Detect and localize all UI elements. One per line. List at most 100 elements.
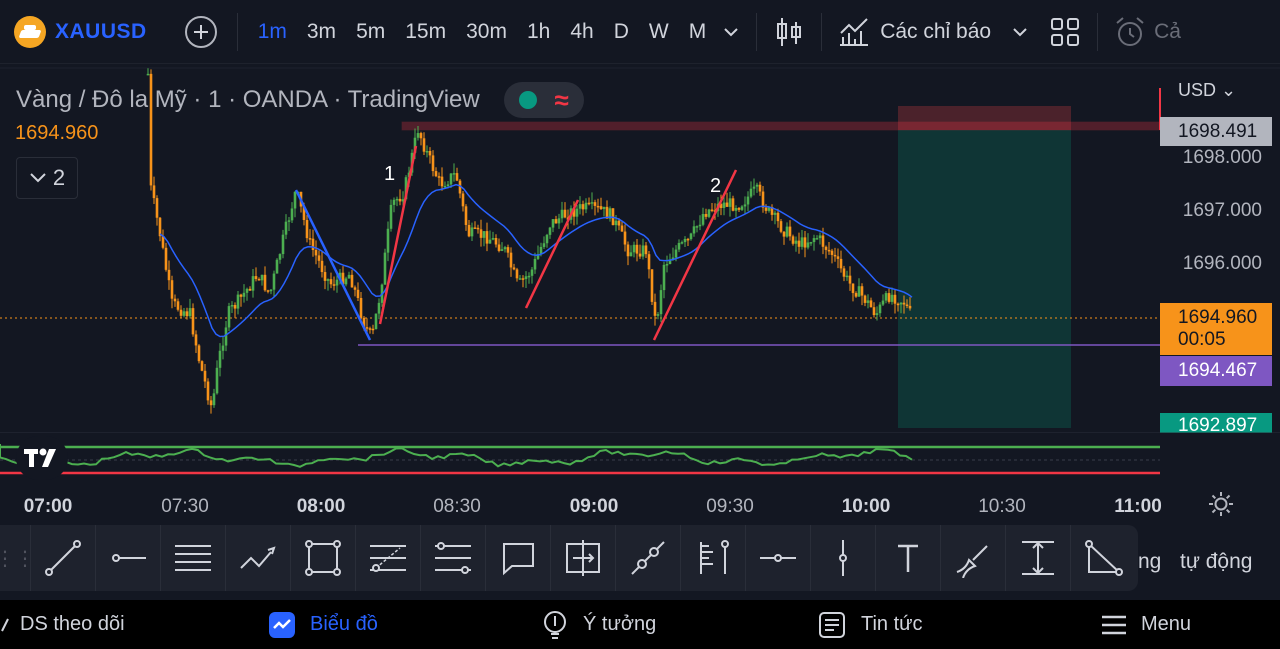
indicator-count: 2 <box>52 165 66 190</box>
ray-tool[interactable] <box>615 525 680 591</box>
candle-body <box>413 137 417 153</box>
red-trend-line-1[interactable] <box>378 145 418 325</box>
chart-type-button[interactable] <box>767 10 811 54</box>
pattern-tool[interactable] <box>225 525 290 591</box>
horizontal-ray-tool-icon <box>112 554 146 562</box>
angle-tool[interactable] <box>1070 525 1135 591</box>
callout-tool[interactable] <box>485 525 550 591</box>
horizontal-line-tool[interactable] <box>745 525 810 591</box>
candle-body <box>419 133 423 139</box>
parallel-channel-tool[interactable] <box>160 525 225 591</box>
candle-body <box>554 219 558 224</box>
price-chart[interactable]: 1 2 <box>0 64 1280 434</box>
interval-3m[interactable]: 3m <box>306 19 337 43</box>
vertical-line-tool[interactable] <box>810 525 875 591</box>
candle-body <box>374 313 378 330</box>
candle-body <box>506 247 510 253</box>
auto-scale-button[interactable]: tự động <box>1180 550 1253 573</box>
measure-tool[interactable] <box>550 525 615 591</box>
trend-line-tool[interactable] <box>30 525 95 591</box>
stop-loss-zone[interactable] <box>898 106 1071 130</box>
nav-news[interactable]: Tin tức <box>819 600 923 649</box>
interval-5m[interactable]: 5m <box>356 19 386 43</box>
gann-tool[interactable] <box>420 525 485 591</box>
interval-d[interactable]: D <box>613 19 629 43</box>
drag-handle-icon[interactable]: ⋮⋮ <box>0 547 35 570</box>
market-status-pill[interactable]: ≈ <box>503 82 584 118</box>
candle-body <box>896 303 900 306</box>
symbol-selector[interactable]: XAUUSD <box>0 0 147 64</box>
take-profit-zone[interactable] <box>898 130 1071 428</box>
interval-w[interactable]: W <box>648 19 669 43</box>
candle-body <box>761 191 765 208</box>
horizontal-ray-tool[interactable] <box>95 525 160 591</box>
interval-m[interactable]: M <box>688 19 707 43</box>
candle-body <box>383 252 387 285</box>
alert-button[interactable] <box>1108 10 1152 54</box>
interval-dropdown-button[interactable] <box>716 12 746 52</box>
candle-body <box>239 294 243 297</box>
candle-body <box>404 177 408 200</box>
collapse-indicators-button[interactable]: 2 <box>16 157 78 199</box>
candle-body <box>164 247 168 270</box>
rectangle-tool[interactable] <box>290 525 355 591</box>
oscillator-pane[interactable] <box>0 432 1280 484</box>
candle-body <box>149 73 153 186</box>
candle-body <box>431 155 435 172</box>
interval-15m[interactable]: 15m <box>405 19 447 43</box>
interval-1m[interactable]: 1m <box>257 19 287 43</box>
tradingview-logo[interactable] <box>16 436 68 480</box>
resistance-band[interactable] <box>401 121 1161 131</box>
nav-watchlist[interactable]: DS theo dõi <box>0 600 125 649</box>
red-trend-line-2[interactable] <box>524 199 580 309</box>
symbol-name: XAUUSD <box>55 19 147 43</box>
candle-body <box>815 238 819 240</box>
candle-body <box>578 204 582 209</box>
angle-tool-icon <box>1085 540 1123 576</box>
time-label: 10:00 <box>841 496 891 517</box>
candle-body <box>245 288 249 293</box>
candle-body <box>401 199 405 202</box>
indicators-dropdown-button[interactable] <box>1005 12 1035 52</box>
candle-body <box>191 308 195 335</box>
price-scale[interactable]: USD ⌄ 1698.491 1698.000 1697.000 1696.00… <box>1160 64 1280 434</box>
candle-body <box>254 276 258 280</box>
fib-retracement-tool[interactable] <box>355 525 420 591</box>
chart-area[interactable]: 1 2 Vàng / Đô la Mỹ · 1 · OANDA · Tradin… <box>0 64 1280 524</box>
nav-menu[interactable]: Menu <box>1101 600 1191 649</box>
auto-scale-partial-label: ng <box>1138 550 1162 573</box>
interval-30m[interactable]: 30m <box>466 19 507 43</box>
candle-body <box>899 302 903 305</box>
add-symbol-button[interactable] <box>184 15 217 48</box>
layout-button[interactable] <box>1043 10 1087 54</box>
interval-4h[interactable]: 4h <box>570 19 594 43</box>
forecast-tool[interactable] <box>680 525 745 591</box>
chart-settings-button[interactable] <box>1207 490 1235 523</box>
candle-body <box>542 243 546 247</box>
red-trend-line-3[interactable] <box>652 169 738 341</box>
brush-tool[interactable] <box>940 525 1005 591</box>
time-axis[interactable]: 07:00 07:30 08:00 08:30 09:00 09:30 10:0… <box>0 486 1162 522</box>
price-range-tool[interactable] <box>1005 525 1070 591</box>
candle-body <box>605 206 609 219</box>
chart-legend[interactable]: Vàng / Đô la Mỹ · 1 · OANDA · TradingVie… <box>16 82 584 118</box>
forecast-tool-icon <box>700 540 729 574</box>
divider <box>236 12 238 51</box>
candle-body <box>674 249 678 258</box>
candle-body <box>539 246 543 255</box>
indicators-button[interactable]: Các chỉ báo <box>832 10 997 54</box>
candle-body <box>386 228 390 253</box>
tradingview-logo-icon <box>24 448 56 467</box>
nav-chart[interactable]: Biểu đồ <box>268 600 378 649</box>
nav-ideas[interactable]: Ý tưởng <box>541 600 656 649</box>
candle-body <box>308 238 312 240</box>
candle-body <box>728 198 732 207</box>
candle-body <box>533 258 537 270</box>
blue-trend-line[interactable] <box>294 189 372 341</box>
candle-body <box>293 191 297 209</box>
currency-selector[interactable]: USD ⌄ <box>1178 80 1237 100</box>
lightbulb-icon <box>544 610 566 639</box>
candle-body <box>449 173 453 185</box>
text-tool[interactable] <box>875 525 940 591</box>
interval-1h[interactable]: 1h <box>526 19 551 43</box>
